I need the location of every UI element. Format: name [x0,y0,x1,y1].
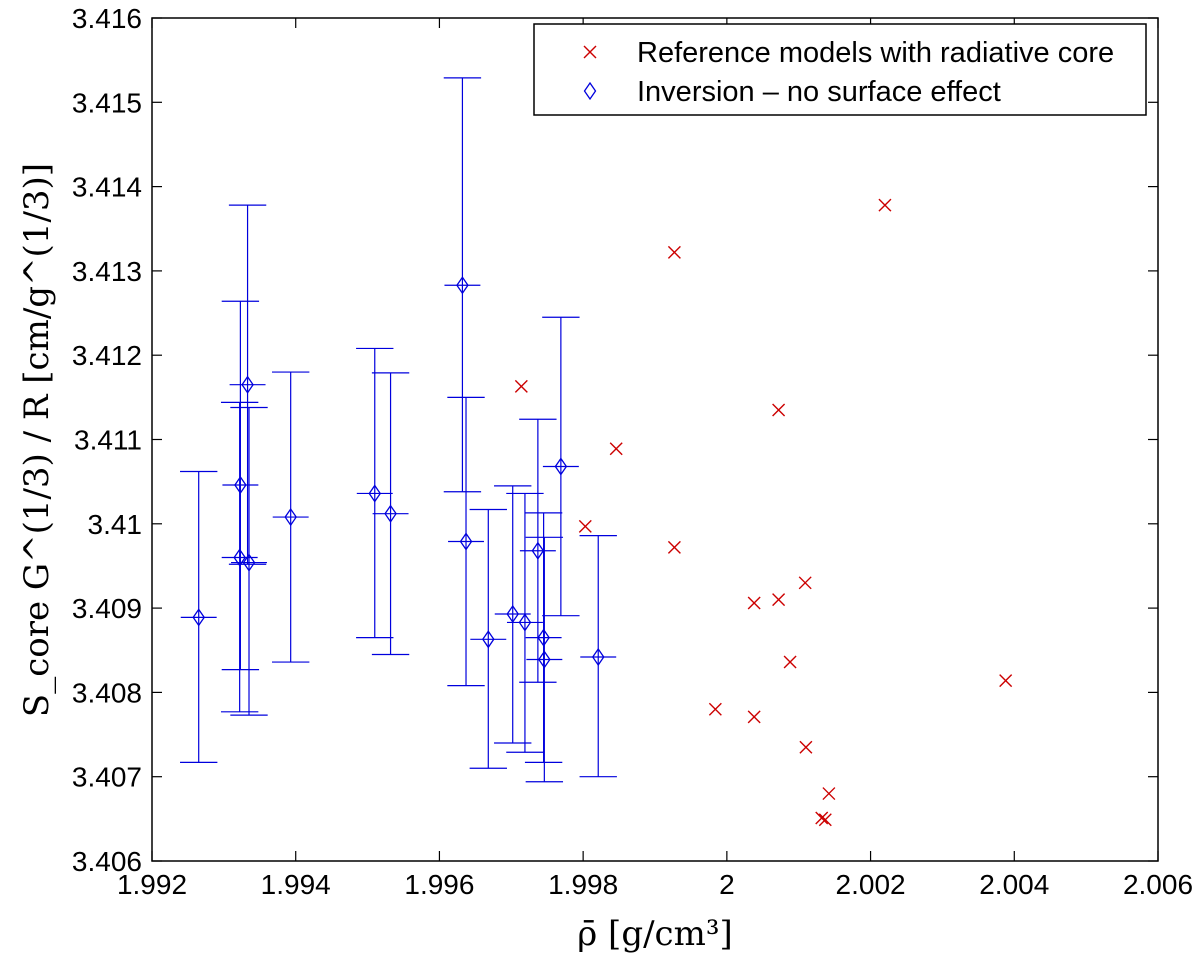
inversion-point [459,532,473,551]
inversion-point [233,548,246,567]
inversion-point [284,507,297,527]
x-axis-title: ρ̄ [g/cm³] [577,914,732,954]
reference-model-point [999,674,1013,688]
reference-model-point [772,403,786,417]
inversion-point [537,628,550,647]
inversion-point [192,608,205,627]
inversion-error-bar [221,300,260,671]
legend-marker-reference-x [583,45,597,59]
x-tick-label: 1.994 [261,869,331,900]
inversion-point [368,484,382,503]
inversion-error-bar [220,401,259,713]
legend-box [533,23,1147,116]
legend-diamond-icon [583,81,597,101]
y-tick-label: 3.415 [72,87,142,118]
x-tick-label: 2.006 [1123,869,1193,900]
reference-model-point [878,198,892,212]
error-bars [180,77,617,783]
reference-model-point [578,519,592,533]
inversion-point [518,613,532,632]
x-tick-label: 2 [719,869,735,900]
reference-model-point [708,702,722,716]
legend-x-icon [583,45,597,59]
x-tick-label: 1.998 [548,869,618,900]
inversion-error-bar [524,512,563,763]
reference-model-point [667,540,681,554]
reference-model-point [747,710,761,724]
reference-model-point [747,596,761,610]
y-tick-label: 3.413 [72,256,142,287]
x-axis-ticks: 1.992 1.994 1.996 1.998 2 2.002 2.004 2.006 [117,18,1193,900]
y-tick-label: 3.406 [72,846,142,877]
inversion-point [242,553,256,572]
inversion-error-bar [272,371,310,663]
inversion-error-bar [447,396,485,687]
reference-model-point [609,442,623,456]
inversion-error-bar [542,316,580,617]
reference-model-point [783,655,797,669]
x-tick-label: 1.996 [404,869,474,900]
legend-label-reference: Reference models with radiative core [637,37,1114,69]
reference-model-point [772,593,786,607]
data-markers [192,198,1013,827]
legend: Reference models with radiative core Inv… [533,23,1147,116]
y-tick-label: 3.412 [72,340,142,371]
y-tick-label: 3.411 [74,425,142,456]
reference-model-point [815,811,829,825]
inversion-error-bar [356,347,394,639]
y-tick-label: 3.416 [72,3,142,34]
inversion-point [456,276,469,295]
y-tick-label: 3.414 [72,172,142,203]
y-tick-label: 3.409 [72,593,142,624]
inversion-error-bar [371,372,410,656]
plot-frame [151,17,1159,862]
inversion-error-bar [579,535,617,778]
plot-area [152,18,1158,861]
inversion-point [482,630,495,649]
reference-model-point [799,740,813,754]
inversion-error-bar [228,204,267,565]
reference-model-point [798,576,812,590]
y-tick-label: 3.41 [88,509,143,540]
x-tick-label: 1.992 [117,869,187,900]
inversion-error-bar [469,508,507,769]
inversion-error-bar [525,536,564,783]
x-tick-label: 2.004 [979,869,1049,900]
y-tick-label: 3.407 [72,762,142,793]
y-axis-title: S_core G^(1/3) / R [cm/g^(1/3)] [17,163,57,717]
inversion-error-bar [519,418,557,683]
inversion-point [554,457,568,476]
inversion-point [241,375,254,394]
reference-model-point [822,787,836,801]
inversion-point [384,504,397,523]
inversion-point [531,541,545,560]
reference-model-point [667,245,681,259]
inversion-point [538,650,551,669]
x-tick-label: 2.002 [836,869,906,900]
legend-label-inversion: Inversion – no surface effect [637,76,1001,108]
inversion-error-bar [443,77,482,493]
y-axis-ticks: 3.406 3.407 3.408 3.409 3.41 3.411 3.412 3.413 3… [72,3,1158,877]
y-tick-label: 3.408 [72,677,142,708]
reference-model-point [818,813,832,827]
inversion-point [591,647,605,667]
legend-marker-inversion-diamond [583,81,597,101]
reference-model-point [514,379,528,393]
inversion-error-bar [180,470,218,763]
inversion-point [506,604,520,624]
inversion-point [234,475,247,495]
